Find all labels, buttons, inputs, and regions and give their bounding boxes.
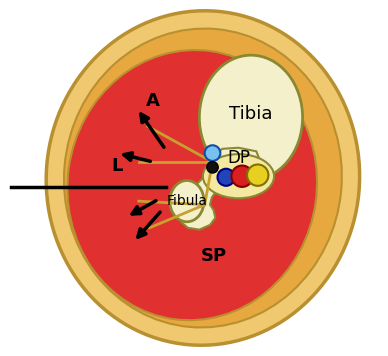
Circle shape (231, 166, 253, 187)
Circle shape (207, 162, 218, 173)
Text: Fibula: Fibula (166, 194, 207, 208)
Circle shape (218, 169, 235, 186)
Ellipse shape (199, 55, 303, 180)
Polygon shape (178, 148, 260, 230)
Circle shape (247, 164, 268, 186)
Ellipse shape (68, 50, 317, 320)
Text: L: L (111, 157, 123, 174)
Text: SP: SP (201, 247, 227, 265)
Text: A: A (146, 93, 160, 110)
Ellipse shape (170, 180, 204, 222)
Circle shape (205, 145, 220, 161)
Ellipse shape (64, 28, 342, 328)
Ellipse shape (46, 11, 360, 345)
Text: DP: DP (227, 150, 250, 167)
Text: Tibia: Tibia (229, 105, 273, 123)
Ellipse shape (203, 154, 274, 198)
